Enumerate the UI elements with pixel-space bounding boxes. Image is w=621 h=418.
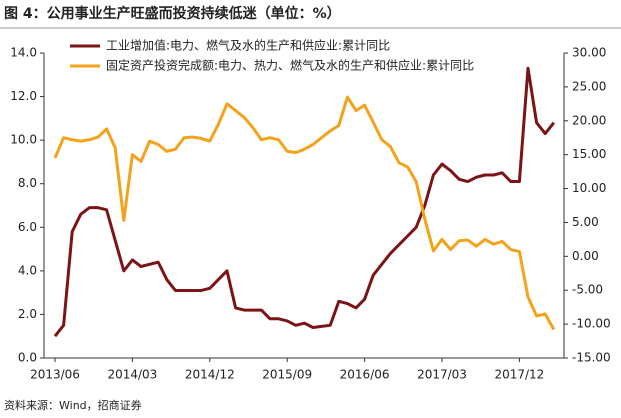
x-tick-label: 2015/09 (262, 368, 312, 382)
y2-tick-label: 10.00 (572, 181, 606, 195)
y-tick-label: 10.0 (10, 133, 37, 147)
x-tick-label: 2013/06 (30, 368, 80, 382)
y2-tick-label: -15.00 (572, 351, 611, 365)
y2-tick-label: 5.00 (572, 215, 599, 229)
chart-title: 图 4：公用事业生产旺盛而投资持续低迷（单位：%） (4, 5, 341, 22)
y2-tick-label: 0.00 (572, 249, 599, 263)
x-tick-label: 2014/03 (107, 368, 157, 382)
y-tick-label: 14.0 (10, 46, 37, 60)
y2-tick-label: 30.00 (572, 46, 606, 60)
y2-tick-label: 25.00 (572, 79, 606, 93)
y-tick-label: 0.0 (18, 351, 37, 365)
x-tick-label: 2017/12 (494, 368, 544, 382)
y-tick-label: 6.0 (18, 220, 37, 234)
source-note: 资料来源：Wind，招商证券 (4, 398, 142, 412)
y-tick-label: 8.0 (18, 176, 37, 190)
series-line (53, 66, 555, 338)
series-line (53, 95, 556, 331)
y-tick-label: 4.0 (18, 263, 37, 277)
legend-label: 工业增加值:电力、燃气及水的生产和供应业:累计同比 (106, 38, 390, 53)
x-tick-label: 2014/12 (185, 368, 235, 382)
x-tick-label: 2016/06 (340, 368, 390, 382)
y-tick-label: 12.0 (10, 89, 37, 103)
y2-tick-label: 15.00 (572, 147, 606, 161)
x-tick-label: 2017/03 (417, 368, 467, 382)
y2-tick-label: -5.00 (572, 283, 603, 297)
legend-label: 固定资产投资完成额:电力、热力、燃气及水的生产和供应业:累计同比 (106, 58, 474, 73)
y2-tick-label: -10.00 (572, 317, 611, 331)
y2-tick-label: 20.00 (572, 113, 606, 127)
y-tick-label: 2.0 (18, 307, 37, 321)
